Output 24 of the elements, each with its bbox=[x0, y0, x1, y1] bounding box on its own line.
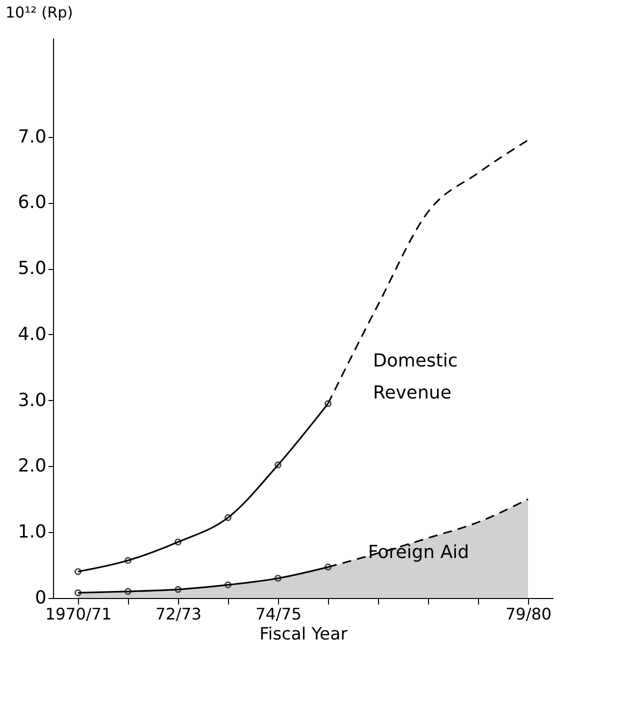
y-tick-label: 7.0 bbox=[18, 126, 46, 148]
y-tick-label: 1.0 bbox=[18, 522, 46, 543]
point bbox=[174, 538, 182, 546]
y-tick-label: 2.0 bbox=[18, 456, 46, 477]
point bbox=[274, 461, 282, 468]
x-tick-label: 72/73 bbox=[155, 604, 202, 624]
point bbox=[174, 586, 182, 593]
y-tick-label: 0 bbox=[35, 588, 46, 608]
x-tick-label: 1970/71 bbox=[45, 604, 112, 624]
y-tick-label: 5.0 bbox=[18, 258, 46, 280]
y-tick-label: 3.0 bbox=[18, 390, 46, 411]
point bbox=[224, 581, 232, 588]
point bbox=[124, 556, 132, 564]
x-tick-label: 79/80 bbox=[505, 604, 552, 624]
text: Foreign Aid bbox=[368, 542, 470, 564]
y-axis-title: 10¹² (Rp) bbox=[6, 4, 74, 22]
point bbox=[224, 514, 232, 522]
x-tick-label: 74/75 bbox=[255, 604, 302, 624]
point bbox=[274, 574, 282, 582]
text: Domestic Revenue bbox=[373, 350, 458, 404]
x-axis-title: Fiscal Year bbox=[259, 624, 348, 644]
y-tick-label: 6.0 bbox=[18, 192, 46, 214]
point bbox=[124, 588, 132, 595]
y-tick-label: 4.0 bbox=[18, 324, 46, 345]
